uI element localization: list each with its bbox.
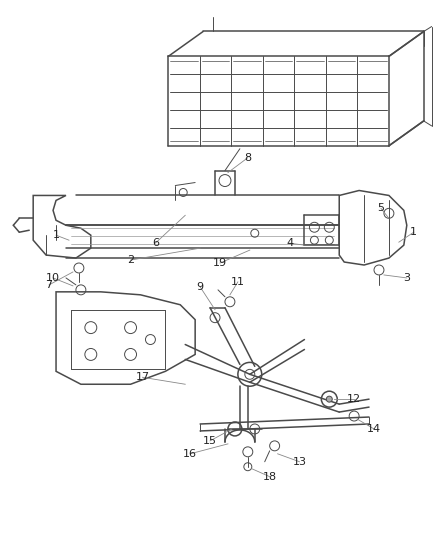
Text: 18: 18 xyxy=(263,472,277,482)
Text: 15: 15 xyxy=(203,436,217,446)
Text: 10: 10 xyxy=(46,273,60,283)
Text: 16: 16 xyxy=(183,449,197,459)
Text: 3: 3 xyxy=(403,273,410,283)
Text: 8: 8 xyxy=(244,152,251,163)
Text: 1: 1 xyxy=(53,230,60,240)
Text: 12: 12 xyxy=(347,394,361,404)
Text: 14: 14 xyxy=(367,424,381,434)
Text: 17: 17 xyxy=(135,372,149,382)
Text: 6: 6 xyxy=(152,238,159,248)
Circle shape xyxy=(326,396,332,402)
Text: 9: 9 xyxy=(197,282,204,292)
Text: 5: 5 xyxy=(378,204,385,213)
Text: 4: 4 xyxy=(286,238,293,248)
Text: 2: 2 xyxy=(127,255,134,265)
Text: 13: 13 xyxy=(293,457,307,467)
Text: 11: 11 xyxy=(231,277,245,287)
Text: 7: 7 xyxy=(46,280,53,290)
Text: 19: 19 xyxy=(213,258,227,268)
Text: 1: 1 xyxy=(410,227,417,237)
